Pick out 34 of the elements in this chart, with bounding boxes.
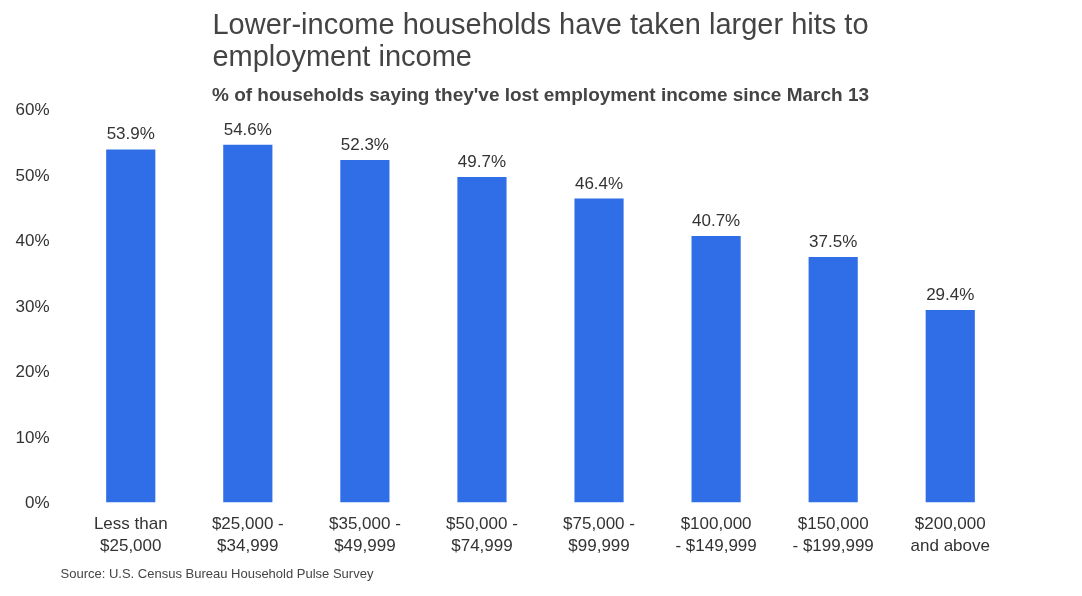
chart-subtitle: % of households saying they've lost employment income since March 13 [211, 83, 870, 105]
x-tick-label: $75,000 - $99,999 [563, 513, 635, 556]
data-label: 37.5% [809, 231, 858, 251]
chart-title: Lower-income households have taken larger hits to employment income [212, 7, 869, 72]
x-tick-label: $35,000 - $49,999 [328, 513, 401, 556]
source-note: Source: U.S. Census Bureau Household Pulse Survey [60, 565, 374, 581]
data-label: 40.7% [692, 210, 741, 230]
data-label: 53.9% [106, 124, 155, 144]
bar [223, 144, 273, 503]
y-tick-label: 40% [15, 231, 50, 250]
y-tick-label: 50% [15, 165, 50, 185]
data-label: 46.4% [574, 173, 624, 193]
x-tick-label: $100,000 - $149,999 [675, 513, 757, 556]
x-tick-label: $150,000 - $199,999 [792, 513, 874, 556]
bar [808, 256, 858, 503]
bar [340, 159, 390, 503]
y-tick-label: 30% [15, 296, 50, 316]
y-tick-label: 20% [15, 362, 50, 381]
y-tick-label: 60% [15, 100, 50, 119]
bar [106, 149, 156, 503]
bar [925, 309, 975, 503]
data-label: 49.7% [457, 151, 507, 171]
data-label: 29.4% [926, 284, 975, 304]
bar [691, 235, 741, 503]
data-label: 52.3% [340, 134, 389, 154]
bar [457, 176, 507, 503]
x-tick-label: $200,000 and above [910, 513, 990, 556]
x-tick-label: $25,000 - $34,999 [211, 513, 284, 556]
x-tick-label: Less than $25,000 [93, 513, 168, 556]
x-tick-label: $50,000 - $74,999 [446, 513, 518, 556]
y-tick-label: 0% [24, 493, 50, 512]
bar [574, 198, 624, 503]
y-tick-label: 10% [15, 427, 50, 447]
data-label: 54.6% [223, 119, 272, 139]
